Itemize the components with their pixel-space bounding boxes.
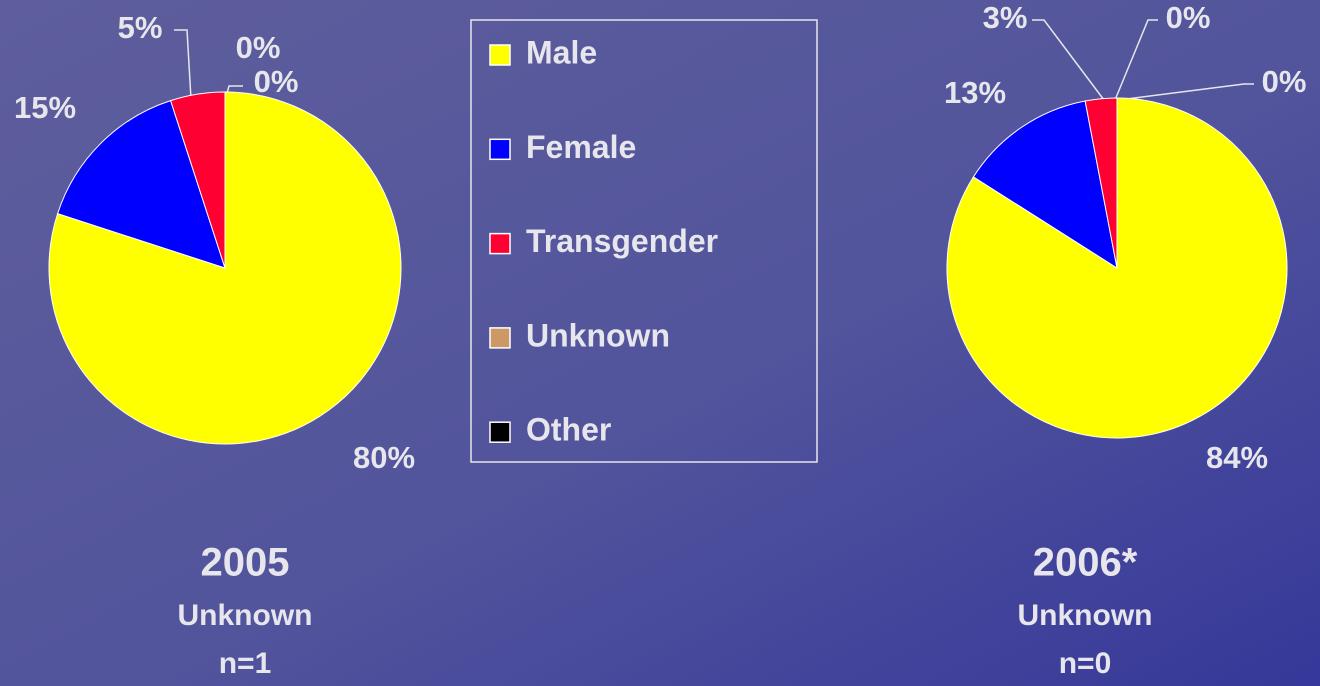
legend-box bbox=[470, 19, 818, 463]
legend-swatch bbox=[489, 44, 511, 66]
data-label: 13% bbox=[944, 75, 1006, 110]
chart-title: 2005 bbox=[201, 541, 290, 585]
data-label: 0% bbox=[236, 30, 281, 65]
pie-slice bbox=[56, 99, 226, 269]
data-label: 0% bbox=[1166, 0, 1211, 35]
chart-caption: n=0 bbox=[1059, 647, 1112, 680]
pie-slice bbox=[48, 91, 402, 445]
data-label: 5% bbox=[118, 10, 163, 45]
data-label: 80% bbox=[353, 440, 415, 475]
legend-label: Other bbox=[526, 412, 611, 448]
leader-line bbox=[174, 29, 192, 100]
chart-title: 2006* bbox=[1033, 541, 1138, 585]
leader-line bbox=[1114, 19, 1158, 101]
legend-swatch bbox=[489, 327, 511, 349]
legend-label: Male bbox=[526, 34, 597, 70]
data-label: 0% bbox=[254, 64, 299, 99]
legend-label: Transgender bbox=[526, 223, 718, 259]
pie-slice bbox=[972, 100, 1118, 270]
chart-subtitle: Unknown bbox=[178, 599, 313, 632]
legend-swatch bbox=[489, 232, 511, 255]
legend-label: Unknown bbox=[526, 317, 670, 353]
leader-line bbox=[1118, 83, 1254, 101]
leader-line bbox=[1032, 19, 1105, 101]
chart-subtitle: Unknown bbox=[1018, 599, 1153, 632]
legend-swatch bbox=[489, 421, 511, 443]
data-label: 0% bbox=[1262, 64, 1307, 99]
data-label: 15% bbox=[14, 90, 76, 125]
chart-caption: n=1 bbox=[219, 647, 272, 680]
legend-swatch bbox=[489, 138, 511, 161]
pie-slice bbox=[946, 97, 1288, 439]
legend-label: Female bbox=[526, 129, 636, 165]
data-label: 3% bbox=[983, 0, 1028, 35]
data-label: 84% bbox=[1206, 440, 1268, 475]
